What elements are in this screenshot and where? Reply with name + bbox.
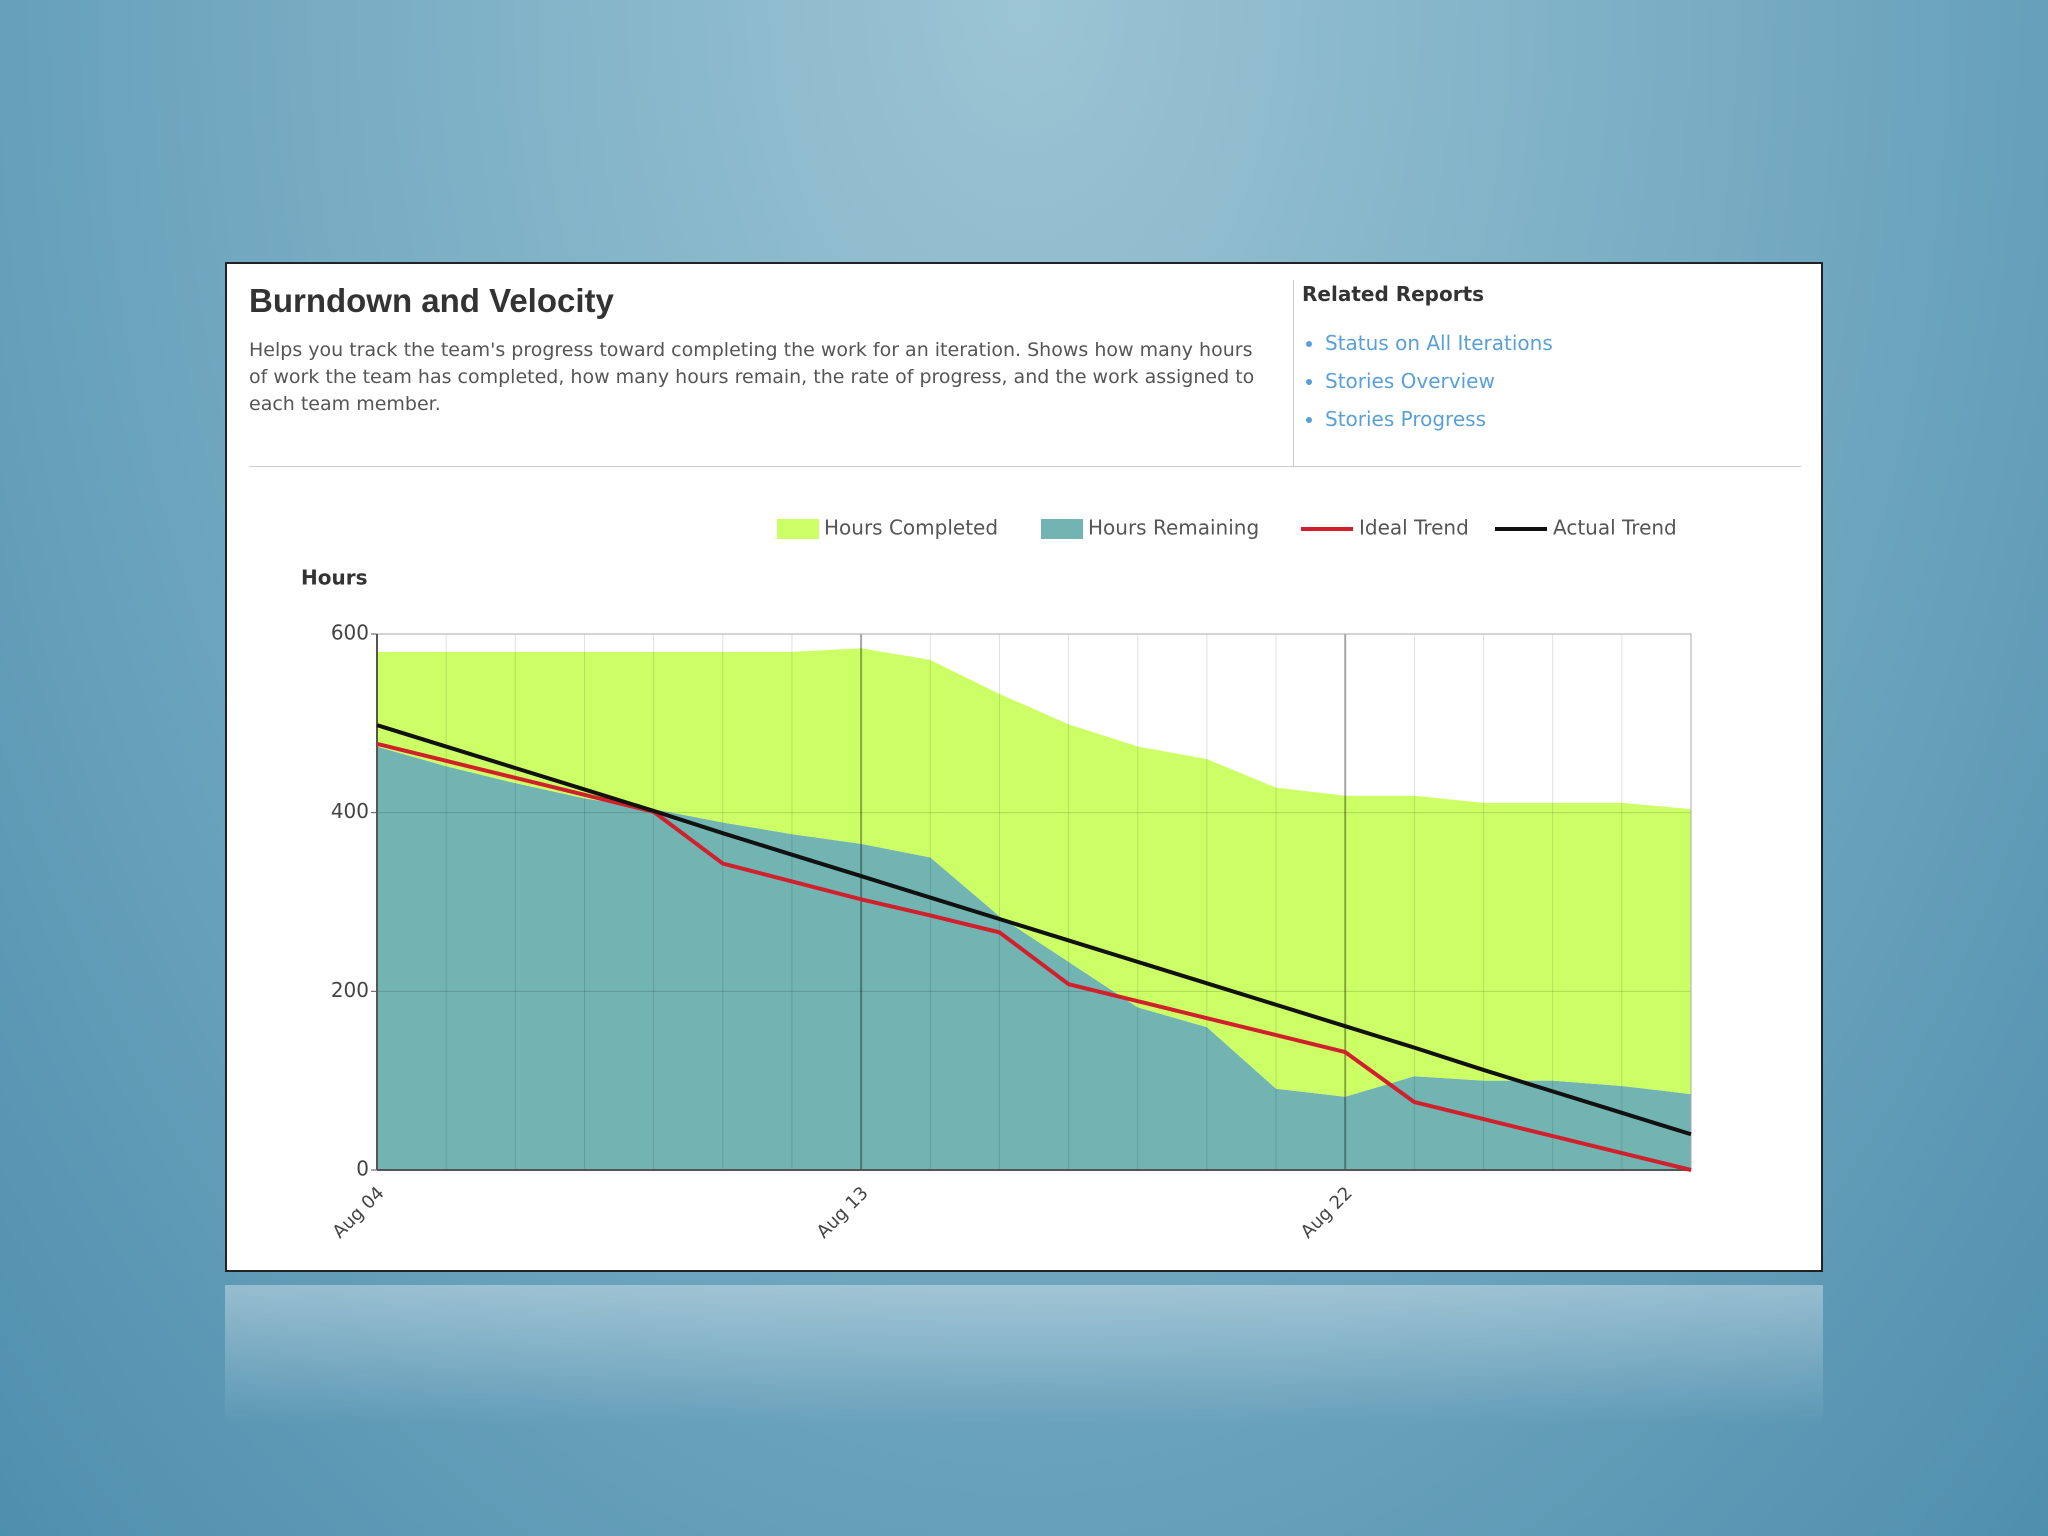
legend-swatch <box>1041 519 1083 539</box>
related-title: Related Reports <box>1302 282 1485 306</box>
link[interactable]: Stories Overview <box>1325 362 1553 400</box>
y-axis-label: Hours <box>301 566 367 590</box>
related-links: Status on All Iterations Stories Overvie… <box>1305 324 1553 438</box>
x-tick-label: Aug 22 <box>1297 1183 1357 1243</box>
y-tick-label: 600 <box>331 621 369 645</box>
legend-label: Hours Completed <box>824 516 998 540</box>
divider <box>1293 280 1294 466</box>
y-tick-label: 200 <box>331 978 369 1002</box>
legend-label: Hours Remaining <box>1088 516 1259 540</box>
divider <box>249 466 1801 467</box>
trend-line <box>376 741 1692 1172</box>
description: Helps you track the team's progress towa… <box>249 339 1255 415</box>
legend-label: Actual Trend <box>1553 516 1677 540</box>
trend-line <box>376 723 1692 1137</box>
legend-swatch <box>777 519 819 539</box>
chart: Aug 04 Aug 13 Aug 22 0 200 400 600 Hours Hours C… <box>301 516 1692 1243</box>
title: Burndown and Velocity <box>249 282 614 319</box>
area <box>377 648 1691 1097</box>
link[interactable]: Status on All Iterations <box>1325 324 1553 362</box>
report-panel: Burndown and Velocity Helps you track th… <box>225 262 1823 1272</box>
reflection <box>225 1285 1823 1425</box>
y-tick-label: 0 <box>356 1157 369 1181</box>
x-tick-label: Aug 04 <box>329 1183 389 1243</box>
y-tick-label: 400 <box>331 799 369 823</box>
link[interactable]: Stories Progress <box>1325 400 1553 438</box>
legend-label: Ideal Trend <box>1359 516 1469 540</box>
x-tick-label: Aug 13 <box>813 1183 873 1243</box>
